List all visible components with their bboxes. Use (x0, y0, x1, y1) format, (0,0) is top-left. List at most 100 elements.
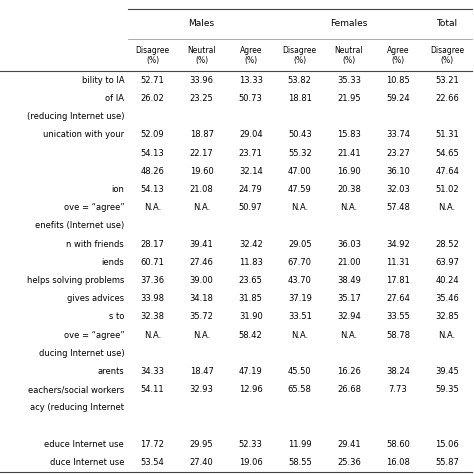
Text: 19.60: 19.60 (190, 167, 213, 176)
Text: 25.36: 25.36 (337, 458, 361, 467)
Text: 33.55: 33.55 (386, 312, 410, 321)
Text: 27.46: 27.46 (190, 258, 214, 267)
Text: 18.47: 18.47 (190, 367, 214, 376)
Text: 53.54: 53.54 (141, 458, 164, 467)
Text: Males: Males (189, 18, 215, 27)
Text: 34.92: 34.92 (386, 239, 410, 248)
Text: 58.78: 58.78 (386, 330, 410, 339)
Text: 52.71: 52.71 (141, 76, 164, 85)
Text: helps solving problems: helps solving problems (27, 276, 124, 285)
Text: 21.00: 21.00 (337, 258, 361, 267)
Text: 59.35: 59.35 (435, 385, 459, 394)
Text: 21.08: 21.08 (190, 185, 213, 194)
Text: acy (reducing Internet: acy (reducing Internet (30, 403, 124, 412)
Text: 23.71: 23.71 (239, 148, 263, 157)
Text: 35.33: 35.33 (337, 76, 361, 85)
Text: 7.73: 7.73 (389, 385, 407, 394)
Text: 55.87: 55.87 (435, 458, 459, 467)
Text: 35.17: 35.17 (337, 294, 361, 303)
Text: 21.41: 21.41 (337, 148, 361, 157)
Text: 16.90: 16.90 (337, 167, 361, 176)
Text: N.A.: N.A. (340, 330, 357, 339)
Text: N.A.: N.A. (438, 330, 456, 339)
Text: 28.17: 28.17 (141, 239, 164, 248)
Text: 50.73: 50.73 (239, 94, 263, 103)
Text: 23.65: 23.65 (239, 276, 263, 285)
Text: ion: ion (111, 185, 124, 194)
Text: 32.93: 32.93 (190, 385, 214, 394)
Text: 32.03: 32.03 (386, 185, 410, 194)
Text: 32.14: 32.14 (239, 167, 263, 176)
Text: iends: iends (101, 258, 124, 267)
Text: Females: Females (330, 18, 367, 27)
Text: 12.96: 12.96 (239, 385, 263, 394)
Text: 20.38: 20.38 (337, 185, 361, 194)
Text: 16.26: 16.26 (337, 367, 361, 376)
Text: 16.08: 16.08 (386, 458, 410, 467)
Text: 59.24: 59.24 (386, 94, 410, 103)
Text: 39.45: 39.45 (435, 367, 459, 376)
Text: bility to IA: bility to IA (82, 76, 124, 85)
Text: ducing Internet use): ducing Internet use) (38, 349, 124, 358)
Text: 32.42: 32.42 (239, 239, 263, 248)
Text: 15.06: 15.06 (435, 440, 459, 449)
Text: Neutral
(%): Neutral (%) (187, 46, 216, 65)
Text: 27.40: 27.40 (190, 458, 213, 467)
Text: N.A.: N.A. (291, 330, 309, 339)
Text: 52.09: 52.09 (141, 130, 164, 139)
Text: 54.13: 54.13 (141, 148, 164, 157)
Text: ove = “agree”: ove = “agree” (64, 203, 124, 212)
Text: 54.11: 54.11 (141, 385, 164, 394)
Text: 29.41: 29.41 (337, 440, 361, 449)
Text: 38.24: 38.24 (386, 367, 410, 376)
Text: 39.41: 39.41 (190, 239, 213, 248)
Text: 37.36: 37.36 (140, 276, 164, 285)
Text: 37.19: 37.19 (288, 294, 312, 303)
Text: n with friends: n with friends (66, 239, 124, 248)
Text: 47.64: 47.64 (435, 167, 459, 176)
Text: 31.90: 31.90 (239, 312, 263, 321)
Text: 26.02: 26.02 (141, 94, 164, 103)
Text: gives advices: gives advices (67, 294, 124, 303)
Text: 34.18: 34.18 (190, 294, 214, 303)
Text: 35.46: 35.46 (435, 294, 459, 303)
Text: 35.72: 35.72 (190, 312, 214, 321)
Text: 57.48: 57.48 (386, 203, 410, 212)
Text: 60.71: 60.71 (141, 258, 164, 267)
Text: N.A.: N.A. (438, 203, 456, 212)
Text: 11.99: 11.99 (288, 440, 311, 449)
Text: 32.38: 32.38 (140, 312, 164, 321)
Text: enefits (Internet use): enefits (Internet use) (35, 221, 124, 230)
Text: Neutral
(%): Neutral (%) (335, 46, 363, 65)
Text: 51.02: 51.02 (435, 185, 459, 194)
Text: 32.94: 32.94 (337, 312, 361, 321)
Text: 17.81: 17.81 (386, 276, 410, 285)
Text: 36.03: 36.03 (337, 239, 361, 248)
Text: 34.33: 34.33 (140, 367, 164, 376)
Text: 32.85: 32.85 (435, 312, 459, 321)
Text: 67.70: 67.70 (288, 258, 312, 267)
Text: N.A.: N.A. (193, 330, 210, 339)
Text: 27.64: 27.64 (386, 294, 410, 303)
Text: 33.74: 33.74 (386, 130, 410, 139)
Text: N.A.: N.A. (193, 203, 210, 212)
Text: Disagree
(%): Disagree (%) (283, 46, 317, 65)
Text: 11.31: 11.31 (386, 258, 410, 267)
Text: 26.68: 26.68 (337, 385, 361, 394)
Text: 18.81: 18.81 (288, 94, 312, 103)
Text: N.A.: N.A. (340, 203, 357, 212)
Text: Disagree
(%): Disagree (%) (136, 46, 170, 65)
Text: Agree
(%): Agree (%) (387, 46, 409, 65)
Text: 11.83: 11.83 (239, 258, 263, 267)
Text: 22.17: 22.17 (190, 148, 213, 157)
Text: Agree
(%): Agree (%) (239, 46, 262, 65)
Text: of IA: of IA (105, 94, 124, 103)
Text: 36.10: 36.10 (386, 167, 410, 176)
Text: 39.00: 39.00 (190, 276, 213, 285)
Text: 17.72: 17.72 (141, 440, 164, 449)
Text: 15.83: 15.83 (337, 130, 361, 139)
Text: 24.79: 24.79 (239, 185, 263, 194)
Text: Disagree
(%): Disagree (%) (430, 46, 464, 65)
Text: 54.13: 54.13 (141, 185, 164, 194)
Text: N.A.: N.A. (144, 203, 161, 212)
